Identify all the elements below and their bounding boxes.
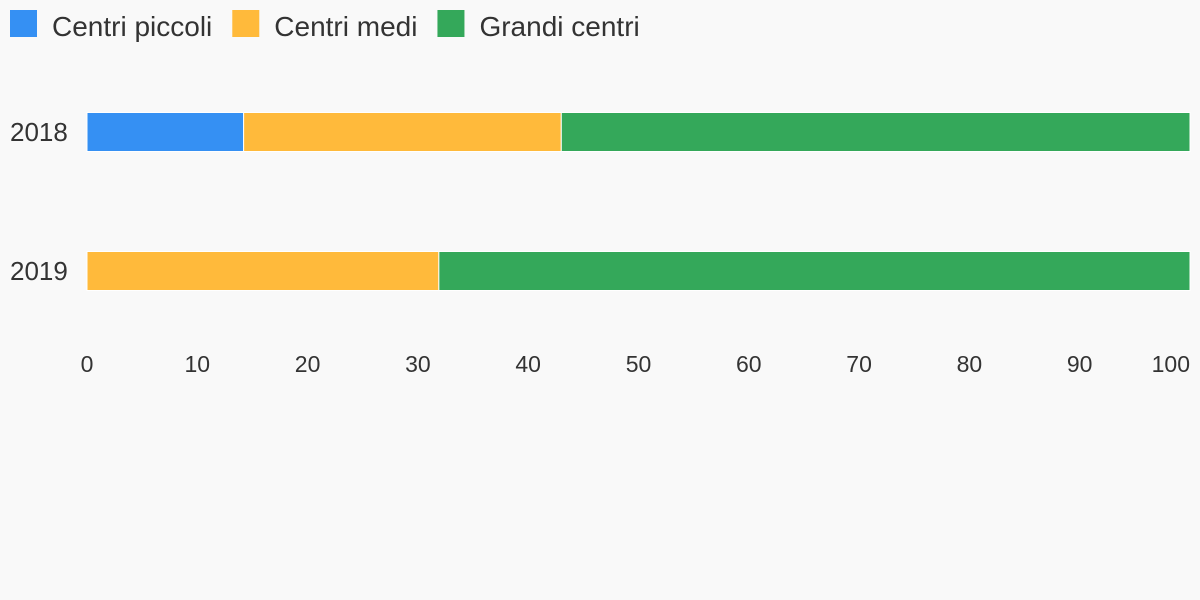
x-tick-label: 50 <box>626 351 652 377</box>
bar-2018-centri-piccoli <box>86 112 245 152</box>
category-label-2018: 2018 <box>10 117 68 147</box>
x-tick-label: 30 <box>405 351 431 377</box>
x-tick-label: 90 <box>1067 351 1093 377</box>
legend-swatch-centri-medi <box>232 10 260 37</box>
x-tick-label: 10 <box>185 351 211 377</box>
legend-label-grandi-centri: Grandi centri <box>479 11 639 42</box>
legend-swatch-grandi-centri <box>437 10 465 37</box>
legend: Centri piccoli Centri medi Grandi centri <box>10 10 640 42</box>
legend-label-centri-medi: Centri medi <box>274 11 417 42</box>
bar-2019-grandi-centri <box>438 251 1191 291</box>
x-tick-label: 60 <box>736 351 762 377</box>
x-tick-label: 100 <box>1152 351 1190 377</box>
x-tick-label: 70 <box>846 351 872 377</box>
legend-swatch-centri-piccoli <box>10 10 37 37</box>
bar-2018-grandi-centri <box>560 112 1191 152</box>
bar-2019-centri-medi <box>86 251 440 291</box>
x-tick-label: 80 <box>957 351 983 377</box>
bar-2018-centri-medi <box>243 112 562 152</box>
category-labels: 2018 2019 <box>10 117 68 286</box>
legend-label-centri-piccoli: Centri piccoli <box>52 11 212 42</box>
bars <box>86 112 1191 291</box>
x-tick-label: 40 <box>515 351 541 377</box>
category-label-2019: 2019 <box>10 256 68 286</box>
x-tick-label: 0 <box>81 351 94 377</box>
x-axis-ticks: 0 10 20 30 40 50 60 70 80 90 100 <box>81 351 1190 377</box>
x-tick-label: 20 <box>295 351 321 377</box>
